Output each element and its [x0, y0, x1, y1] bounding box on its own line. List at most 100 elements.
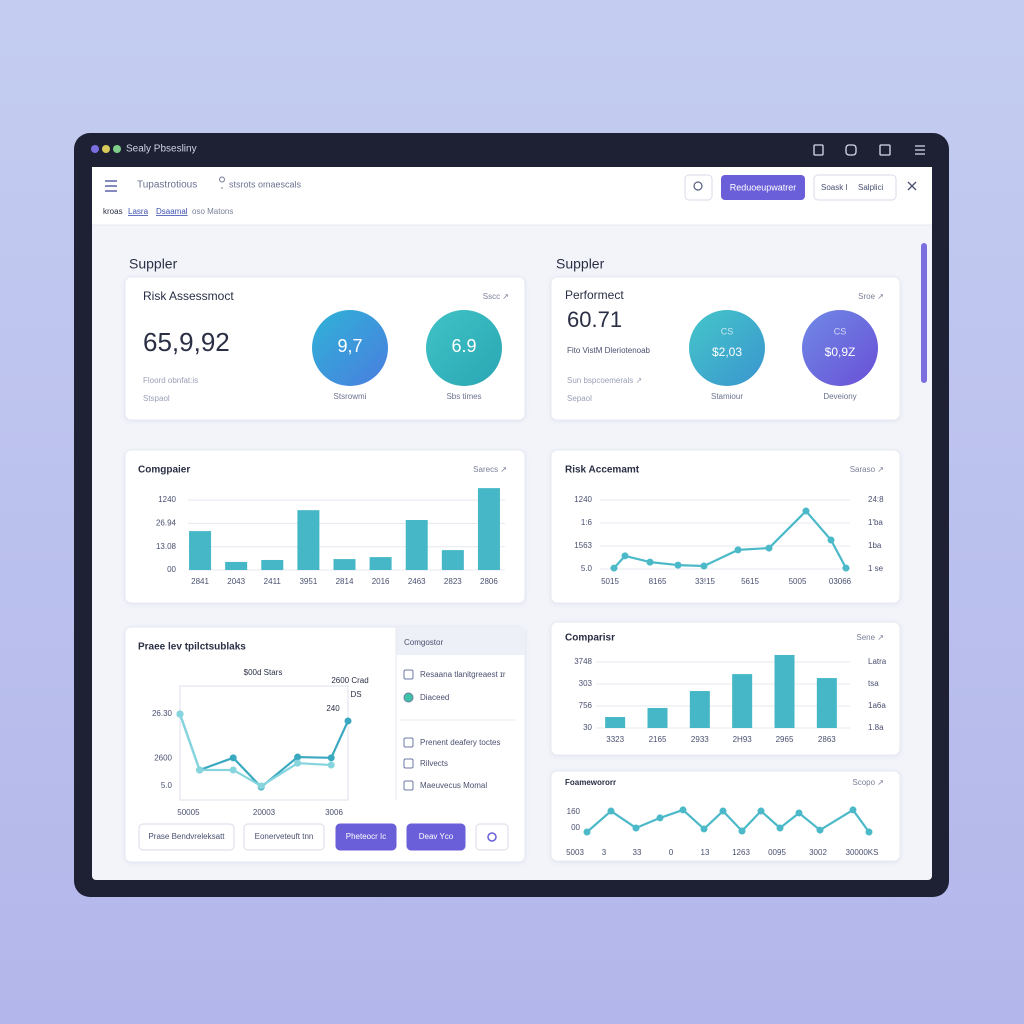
icon[interactable]: [879, 144, 891, 156]
card-title: Risk Assessmoct: [143, 289, 234, 303]
kpi-circle: [426, 310, 502, 386]
line-point: [827, 536, 835, 544]
y-tick-label: 30: [583, 723, 592, 732]
x-tick-label: 2463: [408, 577, 426, 586]
panel-item[interactable]: Resaana tlanitgreaest ɪr: [420, 670, 506, 679]
circle-top: CS: [834, 326, 847, 336]
item-icon: [403, 669, 414, 680]
icon-button[interactable]: [475, 823, 509, 851]
y2-tick-label: Latra: [868, 657, 887, 666]
panel-item[interactable]: Maeuvecus Momal: [420, 781, 487, 790]
kpi-circle: [802, 310, 878, 386]
y2-tick-label: 1'ba: [868, 518, 883, 527]
x-tick-label: 0: [669, 848, 674, 857]
item-icon: [403, 758, 414, 769]
chart-title: Foamewororr: [565, 778, 616, 787]
button-label: Eonerveteuft tnn: [255, 832, 314, 841]
line-point: [816, 826, 824, 834]
y2-tick-label: tsa: [868, 679, 879, 688]
line-series: [586, 808, 870, 833]
icon[interactable]: [813, 144, 824, 156]
x-tick-label: 1263: [732, 848, 750, 857]
line-point: [776, 824, 784, 832]
line-point: [257, 782, 265, 790]
secondary-button[interactable]: [813, 174, 897, 201]
kpi-value: 60.71: [567, 307, 622, 332]
circle-label: Stamiour: [711, 392, 743, 401]
x-tick-label: 2863: [818, 735, 836, 744]
chart-title: Comparisr: [565, 633, 615, 644]
circle-value: $0,9Z: [825, 345, 856, 359]
window-dot: [91, 145, 99, 153]
button[interactable]: [243, 823, 325, 851]
line-point: [229, 766, 237, 774]
bar: [369, 557, 392, 570]
x-tick-label: 2814: [336, 577, 354, 586]
x-tick-label: 50005: [177, 808, 200, 817]
card-link: Sroe ↗: [858, 292, 884, 301]
chart-link: Sene ↗: [856, 633, 884, 642]
y2-tick-label: 1ba: [868, 541, 882, 550]
line-point: [842, 564, 850, 572]
card-title: Performect: [565, 288, 624, 302]
close-icon[interactable]: [907, 181, 917, 191]
line-point: [795, 809, 803, 817]
x-tick-label: 2841: [191, 577, 209, 586]
line-point: [196, 766, 204, 774]
card: [550, 449, 901, 604]
menu-icon[interactable]: [105, 180, 117, 192]
x-tick-label: 2806: [480, 577, 498, 586]
x-tick-label: 5003: [566, 848, 584, 857]
x-tick-label: 3323: [606, 735, 624, 744]
line-point: [294, 753, 302, 761]
icon[interactable]: [845, 144, 857, 156]
breadcrumb: oso Matons: [192, 207, 233, 216]
line-point: [738, 827, 746, 835]
y-tick-label: 26.94: [156, 519, 177, 528]
line-point: [656, 814, 664, 822]
button-label: Reduoeupwatrer: [730, 182, 797, 192]
button[interactable]: [406, 823, 466, 851]
panel-item[interactable]: Diaceed: [420, 693, 449, 702]
window-dot: [113, 145, 121, 153]
panel-item[interactable]: Rilvects: [420, 759, 448, 768]
line-point: [621, 552, 629, 560]
bar: [189, 531, 212, 570]
x-tick-label: 3002: [809, 848, 827, 857]
pin-icon: [219, 176, 225, 189]
line-series: [613, 509, 847, 569]
line-point: [802, 507, 810, 515]
x-tick-label: 2043: [227, 577, 245, 586]
search-text: stsrots omaescals: [229, 179, 302, 189]
search-icon: [693, 181, 703, 191]
button[interactable]: [138, 823, 235, 851]
circle-top: CS: [721, 326, 734, 336]
scrollbar[interactable]: [921, 243, 927, 383]
annotation: 2600 Crad: [331, 676, 368, 685]
panel-header: [396, 627, 525, 655]
chart-title: Risk Accemamt: [565, 465, 640, 476]
circle-label: Stsrowmi: [334, 392, 367, 401]
x-tick-label: 2411: [264, 577, 282, 586]
x-tick-label: 2165: [649, 735, 667, 744]
chart-title: Comgpaier: [138, 465, 190, 476]
search-button[interactable]: [684, 174, 713, 201]
icon[interactable]: [915, 145, 925, 155]
y-tick-label: 1563: [574, 541, 592, 550]
line-point: [229, 754, 237, 762]
kpi-note: Stspaol: [143, 394, 170, 403]
bar: [261, 559, 284, 570]
primary-button[interactable]: [721, 175, 805, 200]
line-point: [674, 561, 682, 569]
circle-value: 9,7: [337, 336, 362, 356]
panel-item[interactable]: Prenent deafery toctes: [420, 738, 501, 747]
x-tick-label: 5015: [601, 577, 619, 586]
item-icon: [403, 780, 414, 791]
card: [550, 770, 901, 862]
y-tick-label: 1240: [158, 495, 176, 504]
window-dot: [102, 145, 110, 153]
top-nav: [92, 167, 932, 225]
y-tick-label: 00: [167, 565, 176, 574]
button[interactable]: [335, 823, 397, 851]
